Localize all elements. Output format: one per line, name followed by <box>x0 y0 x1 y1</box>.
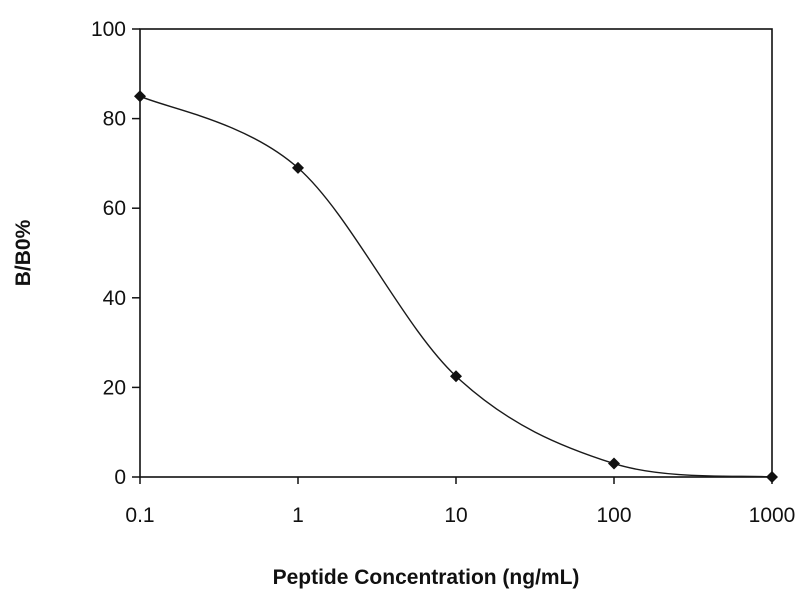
x-tick-label: 100 <box>596 504 631 527</box>
x-tick-label: 10 <box>444 504 467 527</box>
data-markers <box>134 90 778 483</box>
x-axis-ticks: 0.1 1 10 100 1000 <box>125 477 795 527</box>
data-point-marker <box>134 90 146 103</box>
y-tick-label: 60 <box>103 197 126 220</box>
y-tick-label: 20 <box>103 376 126 399</box>
y-tick-label: 0 <box>114 466 126 489</box>
x-tick-label: 1 <box>292 504 304 527</box>
y-tick-label: 40 <box>103 287 126 310</box>
x-tick-label: 0.1 <box>125 504 154 527</box>
x-tick-label: 1000 <box>749 504 796 527</box>
y-axis-title: B/B0% <box>12 219 35 286</box>
data-point-marker <box>766 471 778 483</box>
y-axis-ticks: 0 20 40 60 80 100 <box>91 18 140 489</box>
y-tick-label: 80 <box>103 108 126 131</box>
data-point-marker <box>450 370 462 383</box>
data-point-marker <box>608 457 620 470</box>
plot-area-frame <box>139 28 773 478</box>
series-line <box>139 95 773 478</box>
data-point-marker <box>292 161 304 174</box>
y-tick-label: 100 <box>91 18 126 41</box>
x-axis-title: Peptide Concentration (ng/mL) <box>273 566 580 589</box>
